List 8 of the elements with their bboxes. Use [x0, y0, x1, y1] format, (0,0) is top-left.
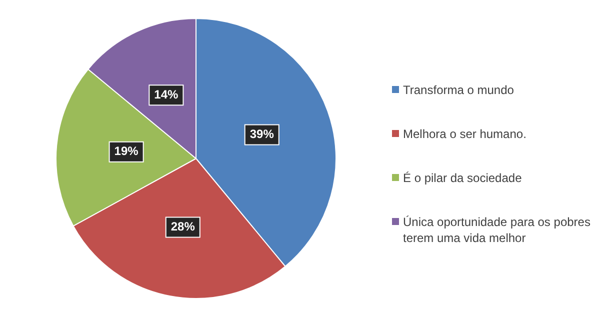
legend-label: É o pilar da sociedade [403, 170, 522, 186]
legend-label: Melhora o ser humano. [403, 126, 526, 142]
data-label: 28% [170, 220, 196, 234]
legend-label: Única oportunidade para os pobres terem uma vida melhor [403, 214, 592, 246]
data-label: 19% [114, 144, 139, 158]
data-label: 39% [250, 127, 274, 142]
data-label: 14% [154, 87, 179, 102]
legend-label: Transforma o mundo [403, 82, 514, 98]
